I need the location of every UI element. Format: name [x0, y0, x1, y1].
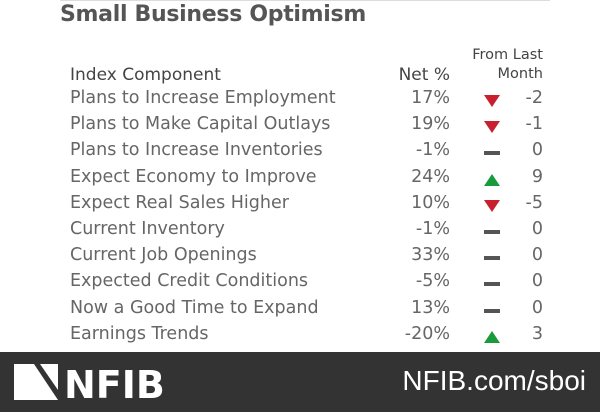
footer-url[interactable]: NFIB.com/sboi [402, 365, 586, 396]
dash-icon [484, 278, 501, 290]
net-percent: -20% [404, 323, 450, 344]
month-change: -5 [525, 192, 543, 213]
component-label: Plans to Increase Employment [70, 88, 336, 108]
table-row: Plans to Increase Employment 17% -2 [0, 88, 600, 114]
triangle-down-icon [484, 121, 501, 134]
triangle-up-icon [484, 173, 501, 186]
top-divider [60, 0, 550, 1]
month-change: 9 [531, 166, 543, 187]
component-label: Expect Real Sales Higher [70, 192, 289, 213]
component-label: Plans to Make Capital Outlays [70, 114, 331, 135]
table-row: Expect Real Sales Higher 10% -5 [0, 193, 600, 219]
page-title: Small Business Optimism [60, 2, 366, 27]
net-percent: 13% [411, 297, 450, 318]
table-row: Expect Economy to Improve 24% 9 [0, 167, 600, 193]
component-label: Earnings Trends [70, 323, 209, 344]
month-change: 0 [531, 271, 543, 292]
net-percent: 17% [411, 88, 450, 108]
net-percent: -5% [415, 271, 450, 292]
footer: NFIB NFIB.com/sboi [0, 352, 600, 412]
triangle-up-icon [484, 330, 501, 343]
header-component: Index Component [70, 65, 221, 85]
net-percent: 10% [411, 192, 450, 213]
table-row: Plans to Increase Inventories -1% 0 [0, 140, 600, 166]
header-net: Net % [398, 65, 450, 85]
month-change: 0 [531, 219, 543, 239]
month-change: 3 [531, 323, 543, 344]
dash-icon [484, 252, 501, 264]
net-percent: -1% [415, 219, 450, 239]
month-change: -1 [525, 114, 543, 135]
component-label: Plans to Increase Inventories [70, 140, 323, 161]
table-row: Now a Good Time to Expand 13% 0 [0, 298, 600, 324]
component-label: Current Job Openings [70, 245, 257, 266]
net-percent: 24% [411, 166, 450, 187]
component-label: Now a Good Time to Expand [70, 297, 319, 318]
month-change: 0 [531, 140, 543, 161]
dash-icon [484, 147, 501, 159]
component-label: Expect Economy to Improve [70, 166, 317, 187]
header-change-line2: Month [497, 66, 543, 82]
component-label: Expected Credit Conditions [70, 271, 309, 292]
net-percent: 33% [411, 245, 450, 266]
table-row: Current Job Openings 33% 0 [0, 245, 600, 271]
table-row: Plans to Make Capital Outlays 19% -1 [0, 114, 600, 140]
dash-icon [484, 226, 501, 238]
component-label: Current Inventory [70, 219, 225, 239]
svg-text:NFIB: NFIB [64, 364, 165, 400]
triangle-down-icon [484, 199, 501, 212]
header-change-line1: From Last [472, 47, 543, 63]
nfib-logo: NFIB [14, 364, 165, 400]
triangle-down-icon [484, 95, 501, 107]
table-row: Expected Credit Conditions -5% 0 [0, 271, 600, 297]
month-change: -2 [525, 88, 543, 108]
net-percent: 19% [411, 114, 450, 135]
table-row: Current Inventory -1% 0 [0, 219, 600, 245]
net-percent: -1% [415, 140, 450, 161]
dash-icon [484, 305, 501, 317]
month-change: 0 [531, 297, 543, 318]
table-row: Earnings Trends -20% 3 [0, 324, 600, 350]
month-change: 0 [531, 245, 543, 266]
